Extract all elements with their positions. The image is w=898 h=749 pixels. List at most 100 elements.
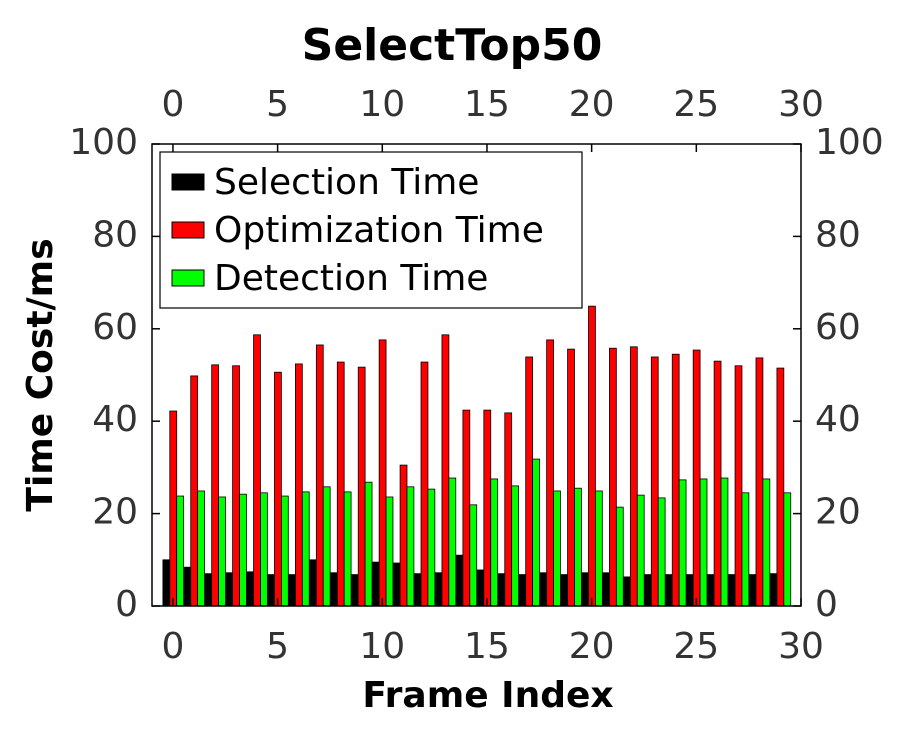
legend-box <box>159 151 583 309</box>
bar <box>239 493 247 607</box>
legend-label: Detection Time <box>214 258 488 299</box>
bar <box>504 412 513 607</box>
bar <box>162 559 171 607</box>
bar <box>734 365 743 607</box>
bar <box>441 334 450 607</box>
x-tick-label: 30 <box>778 626 824 667</box>
y-tick-label: 40 <box>92 399 138 440</box>
y-tick-label-right: 80 <box>815 214 861 255</box>
bar <box>532 458 540 607</box>
bar <box>623 576 631 607</box>
bar <box>364 481 373 607</box>
bar <box>741 492 750 607</box>
bar <box>657 497 666 607</box>
bar <box>434 572 443 607</box>
bar <box>609 347 617 607</box>
bar <box>288 574 296 607</box>
bar <box>518 574 527 607</box>
y-tick-label-right: 20 <box>815 492 861 533</box>
bar <box>713 360 722 607</box>
bar <box>280 495 289 607</box>
bar <box>427 488 436 607</box>
bar <box>644 574 652 607</box>
bar <box>748 574 757 607</box>
bar <box>692 349 701 607</box>
bar <box>546 339 554 607</box>
bar <box>602 572 610 607</box>
bar <box>260 492 268 607</box>
bar <box>539 572 548 607</box>
bar <box>336 361 345 607</box>
bar <box>420 361 429 607</box>
y-tick-label: 20 <box>92 492 138 533</box>
x-axis-label: Frame Index <box>362 675 613 716</box>
legend-label: Selection Time <box>214 162 479 203</box>
legend-swatch <box>171 173 205 191</box>
legend-swatch <box>171 221 205 239</box>
legend-swatch <box>171 269 205 287</box>
legend-label: Optimization Time <box>214 210 544 251</box>
bar <box>246 571 254 607</box>
bar <box>636 494 645 607</box>
bar <box>497 573 506 607</box>
bar <box>769 573 778 607</box>
bar <box>490 478 499 607</box>
y-tick-label: 100 <box>69 122 138 163</box>
x-tick-label: 0 <box>161 626 184 667</box>
y-axis-label: Time Cost/ms <box>20 238 61 511</box>
bar <box>301 491 310 607</box>
bar <box>322 486 331 607</box>
bar <box>664 574 673 607</box>
bar <box>295 363 303 607</box>
bar <box>629 346 638 607</box>
bar <box>406 486 415 607</box>
bar <box>462 409 471 607</box>
bar <box>595 490 603 607</box>
y-tick-label: 80 <box>92 214 138 255</box>
bar <box>699 478 708 607</box>
bar <box>720 477 729 607</box>
bar <box>176 495 185 607</box>
x-tick-label-top: 0 <box>161 84 184 125</box>
bar <box>685 574 694 607</box>
bar <box>483 409 492 607</box>
bar <box>762 478 771 607</box>
bar <box>225 572 234 607</box>
x-tick-label-top: 5 <box>266 84 289 125</box>
y-tick-label-right: 100 <box>815 122 884 163</box>
plot-frame <box>151 143 802 607</box>
x-tick-label-top: 30 <box>778 84 824 125</box>
bar <box>525 356 534 607</box>
bar <box>183 566 192 607</box>
bar <box>755 357 764 607</box>
bar <box>553 490 561 607</box>
x-tick-label-top: 15 <box>464 84 510 125</box>
bar <box>455 554 464 607</box>
bar <box>783 492 792 607</box>
bar <box>218 496 226 607</box>
x-tick-label: 20 <box>569 626 615 667</box>
bar <box>343 491 352 607</box>
x-tick-label-top: 25 <box>673 84 719 125</box>
y-tick-label-right: 40 <box>815 399 861 440</box>
bar <box>378 339 387 607</box>
bar <box>371 561 380 607</box>
x-tick-label: 25 <box>673 626 719 667</box>
bar <box>727 574 736 607</box>
bar <box>197 490 205 607</box>
x-tick-label: 15 <box>464 626 510 667</box>
bar <box>329 572 338 607</box>
bar <box>574 487 582 607</box>
bar <box>274 371 282 607</box>
bar <box>588 305 596 607</box>
bar <box>267 574 275 607</box>
bar <box>232 365 240 607</box>
y-tick-label: 60 <box>92 307 138 348</box>
bar <box>567 348 575 607</box>
bar <box>399 464 408 607</box>
bar <box>671 353 680 607</box>
bar <box>511 485 519 607</box>
y-tick-label-right: 0 <box>815 584 838 625</box>
bar <box>469 504 478 607</box>
